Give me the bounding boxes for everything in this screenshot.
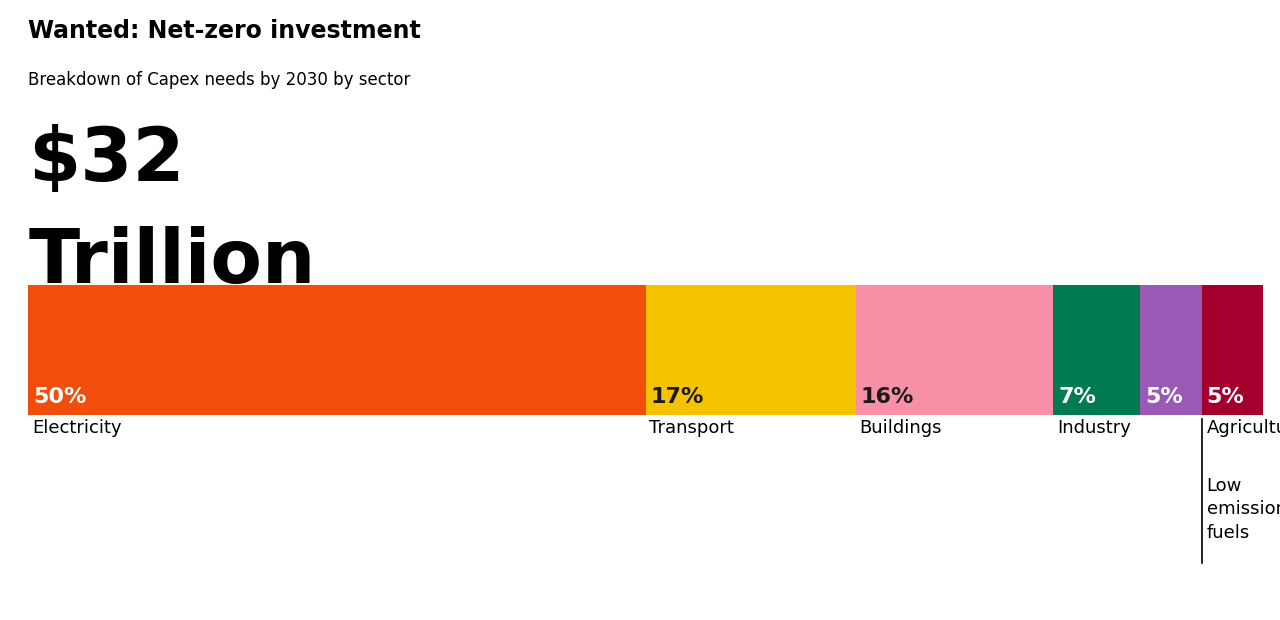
Text: 5%: 5% [1144,388,1183,407]
Text: 50%: 50% [33,388,87,407]
Bar [28,285,645,415]
Text: Industry: Industry [1057,420,1132,438]
Text: 5%: 5% [1207,388,1244,407]
Text: 7%: 7% [1059,388,1096,407]
Text: Breakdown of Capex needs by 2030 by sector: Breakdown of Capex needs by 2030 by sect… [28,71,411,89]
Text: Transport: Transport [649,420,735,438]
Text: Low
emission
fuels: Low emission fuels [1207,477,1280,542]
Bar [1202,285,1263,415]
Text: Wanted: Net-zero investment: Wanted: Net-zero investment [28,19,421,43]
Text: Agriculture: Agriculture [1207,420,1280,438]
Text: Buildings: Buildings [859,420,942,438]
Bar [1139,285,1202,415]
Bar [856,285,1053,415]
Bar [1053,285,1139,415]
Text: Electricity: Electricity [32,420,122,438]
Text: Trillion: Trillion [28,226,316,299]
Text: 17%: 17% [650,388,704,407]
Bar [645,285,856,415]
Text: 16%: 16% [860,388,914,407]
Text: $32: $32 [28,124,184,197]
